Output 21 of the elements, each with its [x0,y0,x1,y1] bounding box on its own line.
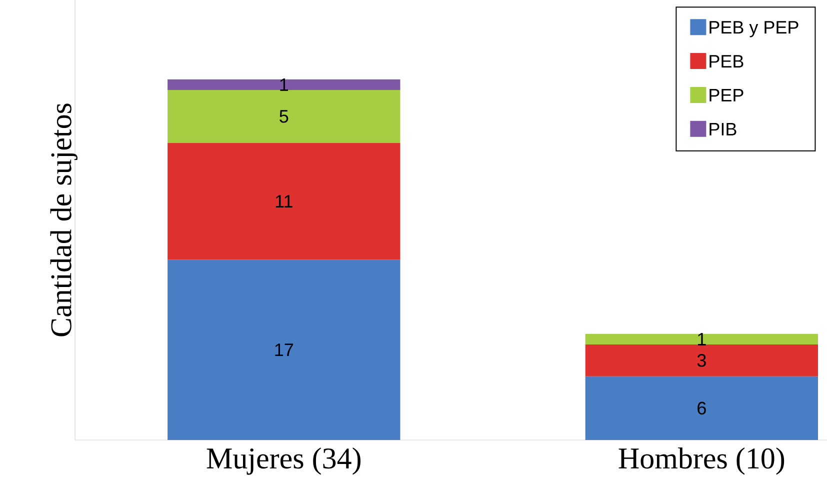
bar [585,344,818,376]
bar [585,376,818,440]
data-label: 5 [280,110,288,123]
data-label: 17 [275,344,294,356]
legend-label: PIB [710,122,736,136]
data-label: 11 [276,195,292,208]
legend-label: PEP [710,89,744,102]
data-label: 6 [698,402,706,415]
bar [168,260,400,440]
bar [168,90,400,143]
legend-label: PEB [710,55,744,68]
x-tick-label: Hombres (10) [618,448,784,475]
data-label: 3 [697,354,706,367]
bar [168,79,400,90]
x-tick-label: Mujeres (34) [206,448,360,475]
data-label: 1 [698,333,706,346]
y-axis-title: Cantidad de sujetos [50,104,78,336]
bar [585,334,818,345]
bar [168,142,400,260]
legend-label: PEB y PEP [710,21,798,38]
data-label: 1 [280,78,288,91]
